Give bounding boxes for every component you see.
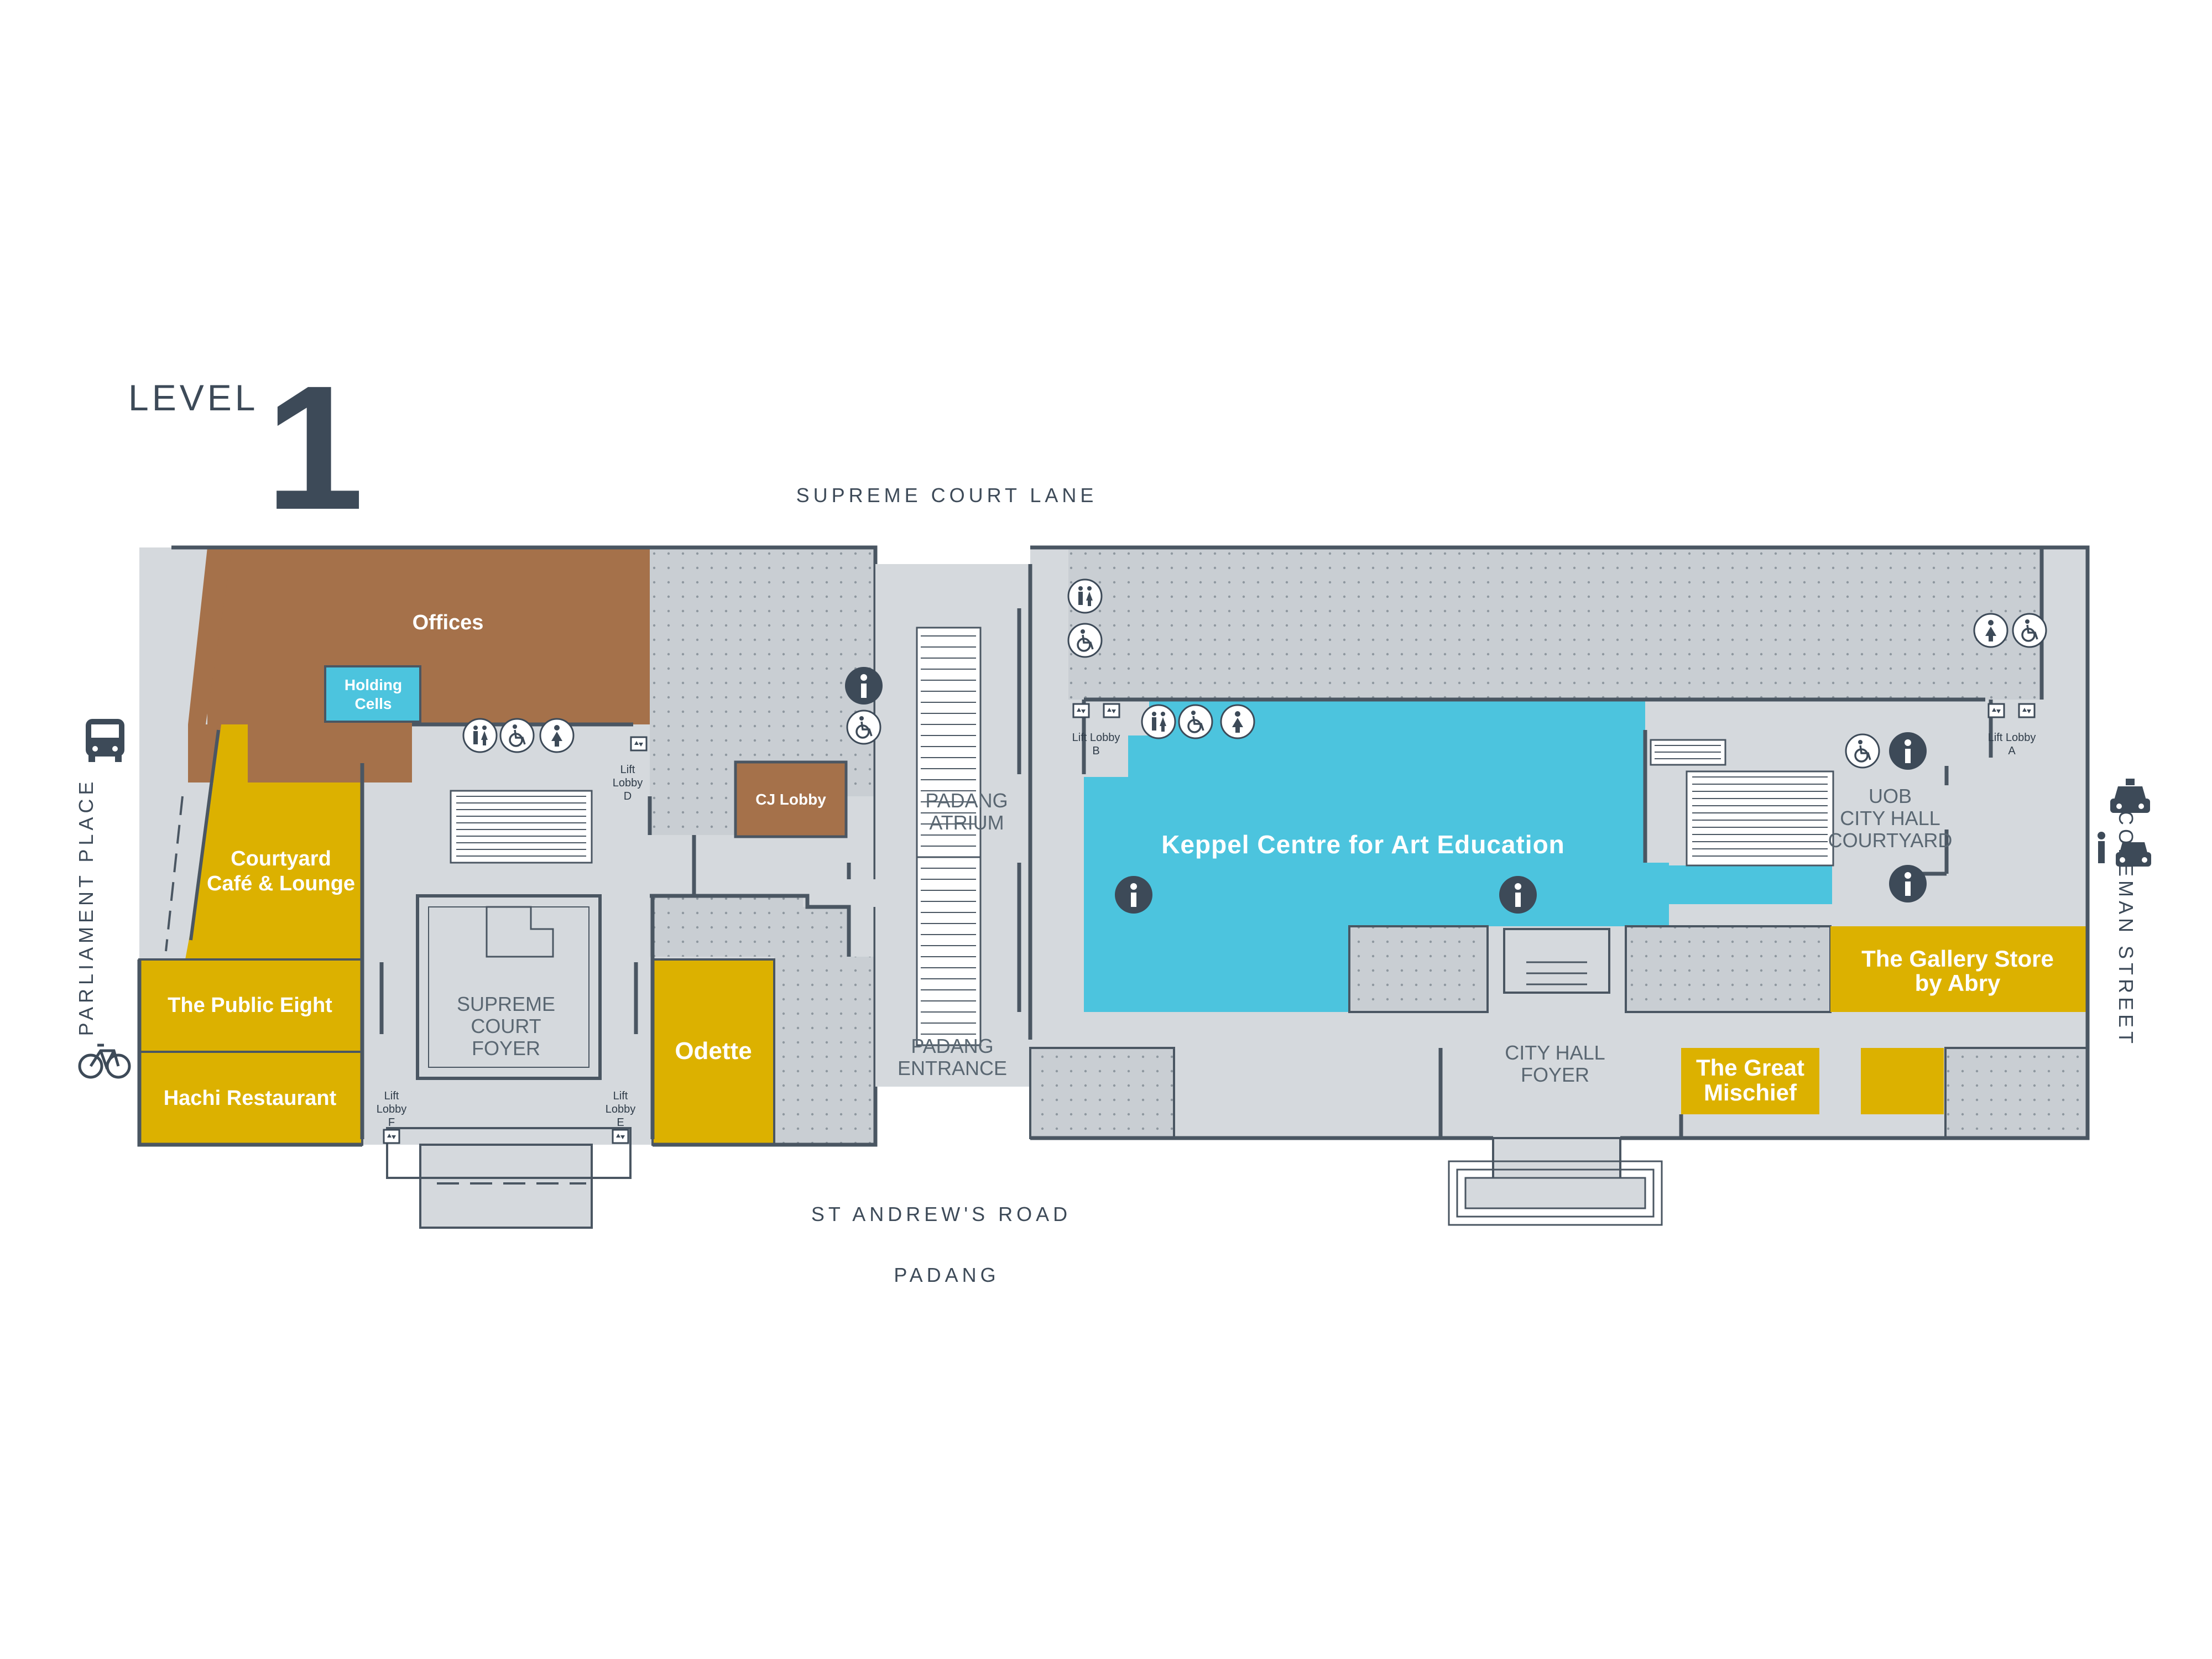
label-odette: Odette: [675, 1037, 752, 1065]
information-icon[interactable]: [1499, 876, 1537, 914]
east-building: [1028, 545, 2090, 1226]
lift-icon[interactable]: [1072, 703, 1090, 718]
label-lift-lobby-f-3: F: [388, 1117, 395, 1129]
nursing-room-icon[interactable]: [1220, 704, 1255, 739]
street-st-andrews-road: ST ANDREW'S ROAD: [811, 1203, 1071, 1225]
restricted-area-south: [650, 896, 875, 1145]
female-restroom-icon[interactable]: [1973, 613, 2008, 648]
wheelchair-icon[interactable]: [1845, 733, 1880, 769]
label-lift-lobby-a-2: A: [2008, 745, 2016, 757]
lift-icon[interactable]: [383, 1129, 400, 1144]
label-lift-lobby-f-1: Lift: [384, 1090, 399, 1102]
label-offices: Offices: [413, 611, 484, 634]
label-lift-lobby-d-2: Lobby: [613, 777, 643, 789]
label-holding-cells-2: Cells: [355, 695, 392, 712]
supreme-court-foyer: [416, 894, 602, 1080]
label-supreme-court-foyer-3: FOYER: [472, 1037, 540, 1060]
venue-keppel-centre[interactable]: [1084, 700, 1669, 1012]
label-uob-courtyard-3: COURTYARD: [1828, 829, 1953, 852]
label-lift-lobby-e-2: Lobby: [606, 1103, 636, 1115]
venue-holding-cells[interactable]: [324, 665, 421, 723]
staircase-atrium-south: [916, 856, 982, 1046]
venue-cj-lobby[interactable]: [734, 760, 848, 838]
nursing-room-icon[interactable]: [539, 718, 575, 753]
street-parliament-place: PARLIAMENT PLACE: [75, 778, 97, 1036]
restroom-icon[interactable]: [462, 718, 498, 753]
taxi-icon: [2110, 779, 2150, 813]
label-cj-lobby: CJ Lobby: [755, 791, 826, 808]
lift-icon[interactable]: [612, 1129, 629, 1144]
wheelchair-icon[interactable]: [499, 718, 535, 753]
label-lift-lobby-e-1: Lift: [613, 1090, 628, 1102]
label-uob-courtyard-1: UOB: [1869, 785, 1912, 807]
information-icon[interactable]: [1889, 865, 1927, 902]
lift-icon[interactable]: [1987, 703, 2005, 718]
label-lift-lobby-d-3: D: [624, 790, 632, 802]
label-padang-entrance-2: ENTRANCE: [898, 1057, 1007, 1079]
bus-icon: [86, 719, 124, 762]
venue-great-mischief[interactable]: [1681, 1048, 1819, 1114]
wheelchair-icon[interactable]: [2012, 613, 2047, 648]
bicycle-icon: [78, 1044, 131, 1079]
label-lift-lobby-a-1: Lift Lobby: [1988, 732, 2036, 744]
label-holding-cells-1: Holding: [345, 676, 402, 693]
staircase-city-hall: [1503, 928, 1610, 994]
label-padang-atrium-2: ATRIUM: [929, 811, 1004, 834]
restricted-area-north: [650, 547, 875, 796]
label-lift-lobby-e-3: E: [617, 1117, 624, 1129]
staircase-atrium-north: [916, 627, 982, 858]
label-uob-courtyard-2: CITY HALL: [1840, 807, 1940, 830]
level-label: LEVEL: [128, 377, 258, 418]
staircase-courtyard: [1686, 770, 1834, 867]
information-icon[interactable]: [845, 667, 883, 705]
lift-icon[interactable]: [1103, 703, 1120, 718]
label-city-hall-foyer-2: FOYER: [1521, 1063, 1589, 1086]
label-great-mischief-2: Mischief: [1704, 1079, 1797, 1105]
label-gallery-store-1: The Gallery Store: [1861, 946, 2054, 972]
label-courtyard-cafe-2: Café & Lounge: [207, 872, 355, 895]
wheelchair-icon[interactable]: [846, 709, 881, 745]
venue-courtyard-cafe[interactable]: [185, 724, 362, 959]
car-drop-off-icon: [2098, 832, 2151, 867]
venue-gallery-store[interactable]: [1830, 926, 2088, 1012]
label-great-mischief-1: The Great: [1696, 1055, 1804, 1081]
label-padang-atrium-1: PADANG: [925, 789, 1008, 812]
label-keppel-centre: Keppel Centre for Art Education: [1161, 830, 1565, 859]
west-building: [137, 545, 878, 1229]
label-supreme-court-foyer-1: SUPREME: [457, 993, 555, 1015]
label-public-eight: The Public Eight: [168, 994, 332, 1017]
label-lift-lobby-b-1: Lift Lobby: [1072, 732, 1120, 744]
label-lift-lobby-b-2: B: [1092, 745, 1099, 757]
label-supreme-court-foyer-2: COURT: [471, 1015, 541, 1037]
label-courtyard-cafe-1: Courtyard: [231, 847, 331, 870]
lift-icon[interactable]: [630, 736, 648, 752]
venue-dining-unit[interactable]: [1861, 1048, 1944, 1114]
label-lift-lobby-d-1: Lift: [620, 764, 635, 776]
label-city-hall-foyer-1: CITY HALL: [1505, 1041, 1605, 1064]
wheelchair-icon[interactable]: [1178, 704, 1213, 739]
supreme-court-steps: [419, 1144, 593, 1229]
wheelchair-icon[interactable]: [1067, 623, 1103, 658]
information-icon[interactable]: [1115, 876, 1152, 914]
area-padang: PADANG: [894, 1264, 999, 1286]
street-supreme-court-lane: SUPREME COURT LANE: [796, 484, 1098, 507]
lift-icon[interactable]: [2018, 703, 2036, 718]
restroom-icon[interactable]: [1141, 704, 1176, 739]
label-lift-lobby-f-2: Lobby: [377, 1103, 407, 1115]
restricted-area-east-north: [1068, 547, 2042, 700]
padang-atrium: [875, 564, 1030, 1087]
venue-odette[interactable]: [651, 958, 775, 1146]
label-hachi: Hachi Restaurant: [164, 1087, 337, 1110]
information-icon[interactable]: [1889, 732, 1927, 770]
level-number: 1: [265, 348, 364, 546]
label-padang-entrance-1: PADANG: [911, 1035, 993, 1057]
venue-hachi-restaurant[interactable]: [138, 1051, 363, 1146]
staircase-foyer: [450, 790, 593, 958]
label-gallery-store-2: by Abry: [1915, 970, 2001, 996]
restroom-icon[interactable]: [1067, 578, 1103, 614]
